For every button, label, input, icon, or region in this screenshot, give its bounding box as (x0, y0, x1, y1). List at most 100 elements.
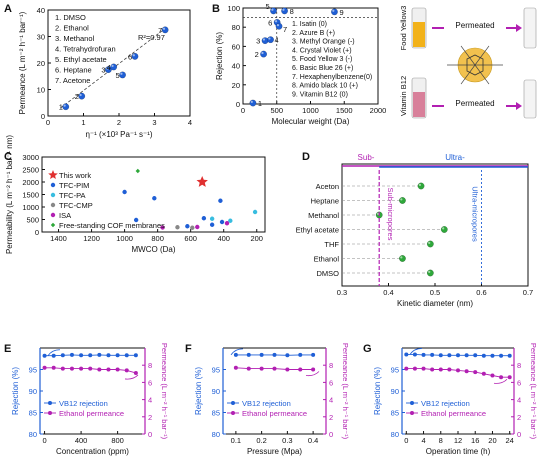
panel-b-cof-bond (460, 64, 476, 85)
panel-c-point-tfc-pim (209, 222, 215, 227)
panel-a-ytick-label: 40 (37, 6, 45, 15)
panel-g-series-point-permeance (430, 367, 435, 372)
panel-b-point-highlight (250, 100, 253, 104)
panel-e-series-point-rejection (79, 353, 84, 358)
panel-f-y2tick-label: 6 (329, 378, 333, 387)
panel-e-series-point-rejection (51, 353, 56, 358)
panel-b-xtick-label: 2000 (370, 106, 387, 115)
panel-g-series-point-permeance (464, 369, 469, 374)
panel-f-legend-entry: Ethanol permeance (242, 409, 307, 418)
panel-f-xtick-label: 0.3 (282, 436, 292, 445)
panel-b-point-label: 6 (268, 18, 272, 27)
panel-g-xtick-label: 0 (404, 436, 408, 445)
panel-d-point-highlight (428, 270, 431, 273)
panel-c-xtick-label: 400 (217, 234, 230, 243)
panel-b-point-highlight (268, 37, 271, 40)
panel-b-point (281, 7, 289, 15)
panel-label-f: F (185, 343, 192, 355)
panel-d-sub-region-label: Sub-micropores (386, 188, 395, 241)
panel-b-legend-entry: 7. Hexaphenylbenzene(0) (292, 74, 372, 81)
panel-b-arrow-top-bg (444, 19, 506, 31)
panel-g-xtick-label: 8 (439, 436, 443, 445)
panel-e-series-point-rejection (88, 353, 93, 358)
panel-b-arrow-bottom-bg (444, 97, 506, 109)
panel-a-xtick-label: 1 (81, 118, 85, 127)
panel-g-y2tick-label: 0 (517, 430, 521, 439)
panel-d-point (426, 269, 434, 277)
panel-f-ytick-label: 95 (212, 366, 220, 375)
panel-d-xtick-label: 0.4 (383, 288, 393, 297)
panel-g-series-point-rejection (412, 352, 417, 357)
panel-c-legend-entry: TFC-PA (59, 191, 86, 200)
panel-g-series-point-permeance (473, 370, 478, 375)
panel-d-header-ultra: Ultra- (445, 153, 465, 162)
panel-a-point-label: 1 (59, 103, 63, 112)
panel-f-ytick-label: 90 (212, 387, 220, 396)
panel-d-category-label: Ethyl acetate (296, 226, 339, 235)
panel-a-ytick-label: 0 (41, 112, 45, 121)
panel-f-series-point-rejection (272, 352, 277, 357)
panel-b-xtick-label: 1000 (302, 106, 319, 115)
panel-a-xtick-label: 3 (152, 118, 156, 127)
panel-b-legend-entry: 3. Methyl Orange (-) (292, 39, 355, 46)
panel-e-legend-entry: VB12 rejection (59, 399, 108, 408)
panel-d-point (417, 182, 425, 190)
panel-f-y2tick-label: 4 (329, 396, 333, 405)
panel-f-series-point-permeance (311, 367, 316, 372)
panel-e-rejection-pointer (47, 349, 61, 356)
panel-d-category-label: DMSO (317, 269, 340, 278)
panel-g-series-point-permeance (499, 375, 504, 380)
panel-c-ytick-label: 3000 (22, 153, 39, 162)
panel-c-legend-marker (50, 182, 56, 188)
panel-g-ytick-label: 80 (391, 430, 399, 439)
panel-d-category-label: Heptane (311, 197, 339, 206)
panel-f-series-point-rejection (285, 353, 290, 358)
panel-a-ytick-label: 30 (37, 33, 45, 42)
panel-g-xtick-label: 16 (471, 436, 479, 445)
panel-g-series-point-permeance (404, 366, 409, 371)
panel-c-ylabel: Permeability (L m⁻² h⁻¹ bar⁻¹ nm) (5, 135, 14, 254)
panel-a-point (62, 103, 70, 111)
panel-d-xtick-label: 0.3 (337, 288, 347, 297)
panel-g-series-point-rejection (421, 352, 426, 357)
panel-b-point-label: 3 (256, 37, 260, 46)
panel-c-point-tfc-pa (228, 218, 233, 223)
panel-g-ytick-label: 85 (391, 409, 399, 418)
panel-g-legend-marker (410, 401, 414, 405)
panel-g-series-point-rejection (473, 353, 478, 358)
panel-b-vial-b12-liquid (413, 92, 425, 117)
panel-b-dye-bottom-label: Vitamin B12 (399, 76, 408, 116)
panel-label-c: C (4, 151, 12, 163)
panel-g-ytick-label: 90 (391, 387, 399, 396)
panel-e-series-point-rejection (97, 352, 102, 357)
panel-c-legend-entry: TFC-CMP (59, 201, 93, 210)
panel-a-xtick-label: 0 (46, 118, 50, 127)
panel-g-rejection-pointer (409, 348, 423, 355)
panel-b-point-highlight (282, 8, 285, 11)
panel-g-y2tick-label: 4 (517, 396, 521, 405)
panel-b-xtick-label: 1500 (336, 106, 353, 115)
panel-e-permeance-pointer (124, 374, 139, 380)
panel-g-series-point-rejection (447, 353, 452, 358)
panel-c-point-tfc-pim (218, 198, 223, 203)
panel-g-legend-marker (410, 411, 414, 415)
panel-a-point-highlight (63, 104, 66, 107)
panel-b-point-label: 9 (339, 8, 343, 17)
panel-f-series-point-permeance (272, 366, 277, 371)
panel-f-series-point-rejection (298, 352, 303, 357)
panel-e-y2tick-label: 0 (148, 430, 152, 439)
panel-d-point-highlight (400, 256, 403, 259)
panel-g-y2tick-label: 6 (517, 378, 521, 387)
panel-e-series-point-permeance (69, 366, 74, 371)
panel-a-legend-entry: 4. Tetrahydrofuran (55, 45, 116, 54)
panel-b-point-label: 2 (255, 50, 259, 59)
panel-c-ytick-label: 2000 (22, 178, 39, 187)
panel-a-point-label: 5 (116, 71, 120, 80)
panel-f-xtick-label: 0.2 (256, 436, 266, 445)
panel-a-legend-entry: 6. Heptane (55, 66, 92, 75)
panel-g-xtick-label: 12 (454, 436, 462, 445)
panel-b-cof-bond (474, 64, 490, 85)
panel-g-xtick-label: 4 (421, 436, 425, 445)
panel-c-xtick-label: 1000 (116, 234, 133, 243)
panel-g-series-point-rejection (507, 353, 512, 358)
